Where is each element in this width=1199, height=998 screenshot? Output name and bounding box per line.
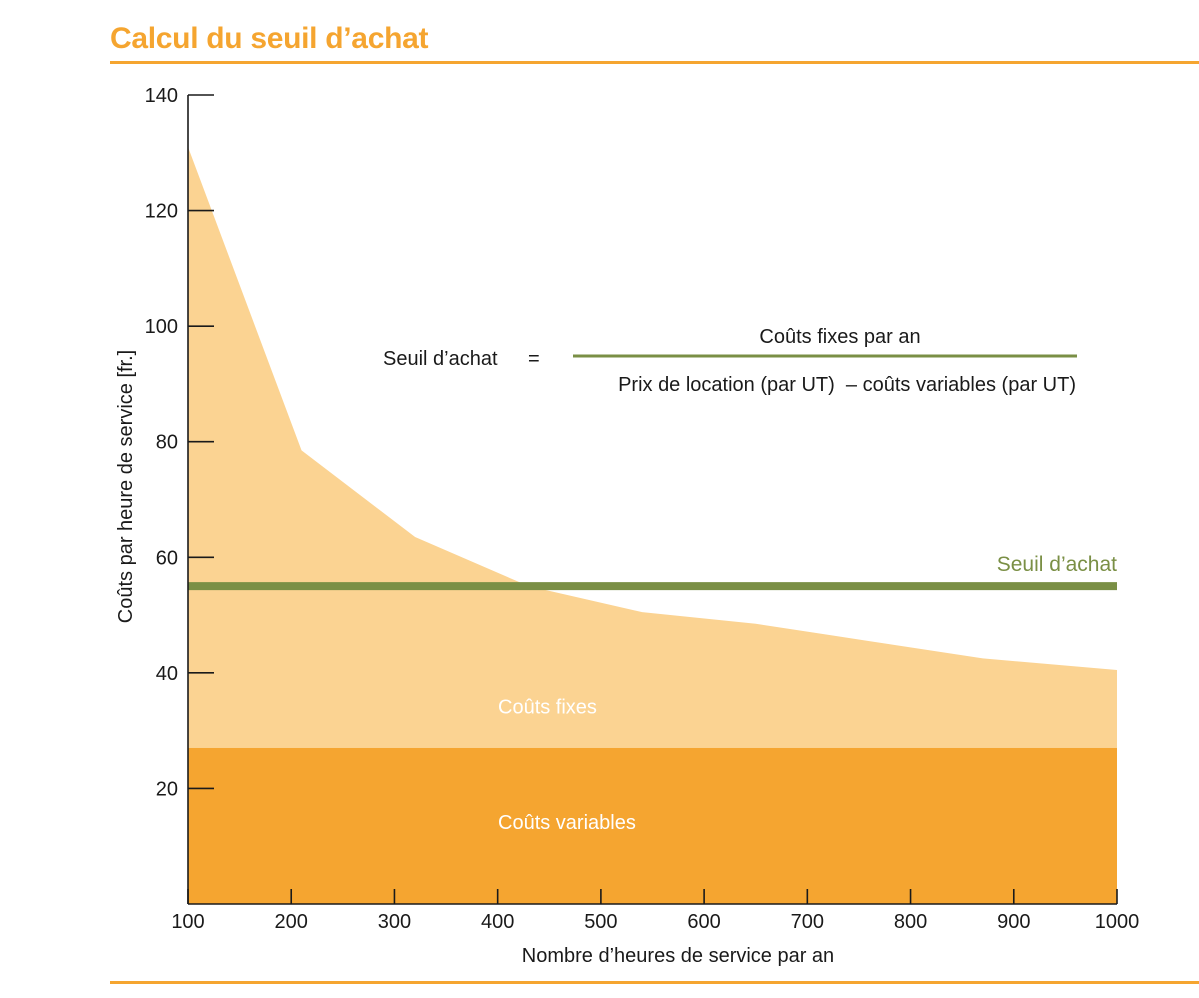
y-axis-label: Coûts par heure de service [fr.] [115,350,137,623]
y-tick-label: 140 [145,85,178,107]
fixed-costs-label: Coûts fixes [498,696,597,718]
header-rule [110,61,1199,64]
x-tick-label: 400 [481,911,514,933]
fixed-costs-area [188,147,1117,904]
formula-lhs: Seuil d’achat [383,348,498,370]
variable-costs-area [188,747,1117,904]
x-tick-label: 800 [894,911,927,933]
x-tick-label: 300 [378,911,411,933]
x-tick-label: 200 [275,911,308,933]
formula-denominator: Prix de location (par UT) – coûts variab… [618,374,1076,396]
x-tick-label: 500 [584,911,617,933]
axes [187,95,1117,905]
footer-rule [110,981,1199,984]
x-axis-label: Nombre d’heures de service par an [522,945,834,967]
threshold-label: Seuil d’achat [997,553,1117,576]
ticks: 20 40 60 80 100 120 140 100 200 300 400 500 600 700 80… [145,85,1140,933]
y-tick-label: 20 [156,778,178,800]
x-tick-label: 1000 [1095,911,1140,933]
y-tick-label: 60 [156,547,178,569]
formula: Seuil d’achat = Coûts fixes par an Prix … [383,326,1077,396]
formula-numerator: Coûts fixes par an [759,326,920,348]
y-tick-label: 40 [156,663,178,685]
x-tick-label: 900 [997,911,1030,933]
page-title: Calcul du seuil d’achat [110,22,429,55]
x-tick-label: 600 [687,911,720,933]
variable-costs-label: Coûts variables [498,812,636,834]
y-tick-label: 120 [145,201,178,223]
formula-equals: = [528,348,540,370]
x-tick-label: 100 [171,911,204,933]
y-tick-label: 100 [145,316,178,338]
x-tick-label: 700 [791,911,824,933]
y-tick-label: 80 [156,432,178,454]
